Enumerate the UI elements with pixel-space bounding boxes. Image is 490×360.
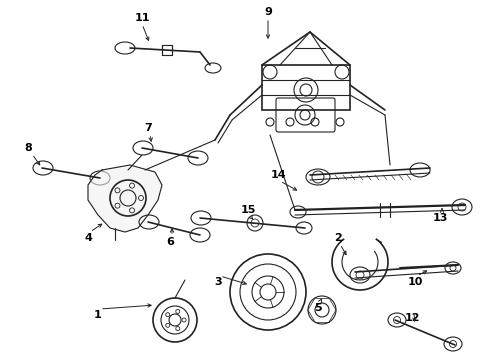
- Text: 10: 10: [407, 277, 423, 287]
- Text: 4: 4: [84, 233, 92, 243]
- Text: 3: 3: [214, 277, 222, 287]
- Text: 14: 14: [270, 170, 286, 180]
- Text: 12: 12: [404, 313, 420, 323]
- Text: 11: 11: [134, 13, 150, 23]
- Text: 7: 7: [144, 123, 152, 133]
- Text: 2: 2: [334, 233, 342, 243]
- Bar: [262, 65, 350, 110]
- Text: 5: 5: [314, 303, 322, 313]
- Text: 1: 1: [94, 310, 102, 320]
- Text: 15: 15: [240, 205, 256, 215]
- Text: 13: 13: [432, 213, 448, 223]
- Text: 9: 9: [264, 7, 272, 17]
- Bar: [162, 45, 172, 55]
- Text: 8: 8: [24, 143, 32, 153]
- Text: 6: 6: [166, 237, 174, 247]
- Polygon shape: [88, 165, 162, 232]
